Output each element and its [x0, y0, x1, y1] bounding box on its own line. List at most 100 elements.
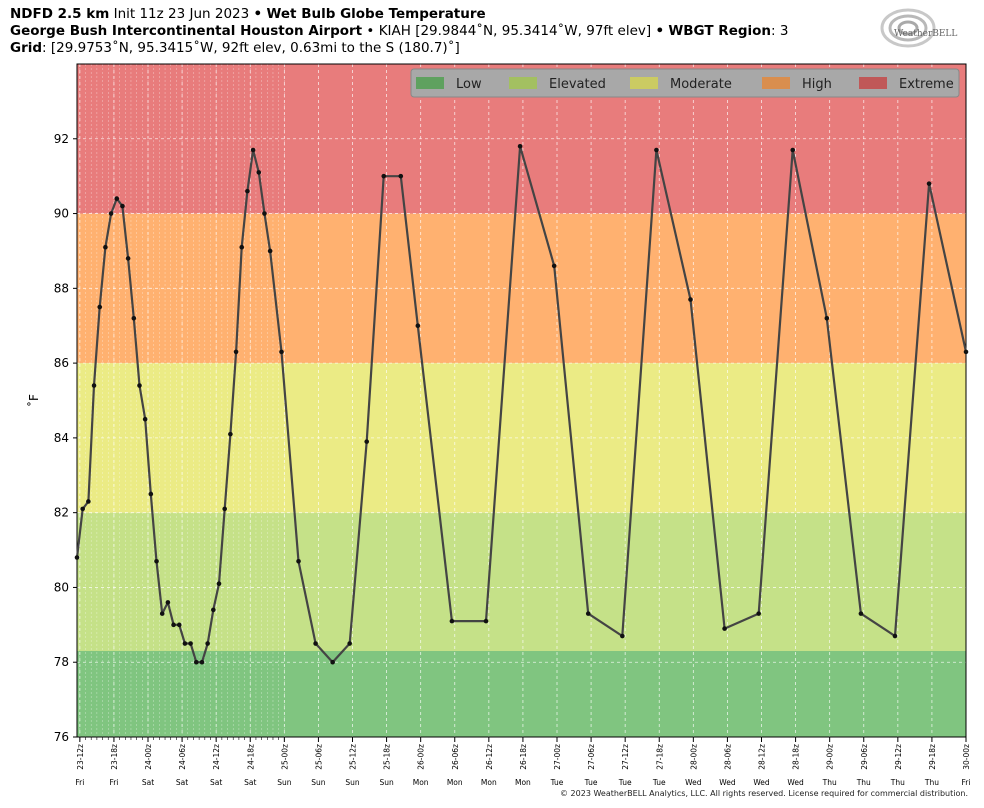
x-day-label: Sat: [210, 778, 222, 787]
data-point: [330, 659, 335, 665]
title-line-1: NDFD 2.5 km Init 11z 23 Jun 2023 • Wet B…: [10, 6, 486, 23]
x-day-label: Fri: [75, 778, 84, 787]
x-day-label: Mon: [481, 778, 497, 787]
x-day-label: Mon: [515, 778, 531, 787]
title-line-2: George Bush Intercontinental Houston Air…: [10, 23, 788, 40]
legend-swatch-extreme: [859, 77, 887, 89]
data-point: [824, 315, 830, 321]
data-point: [654, 147, 659, 153]
x-tick-label: 26-12z: [485, 744, 494, 770]
data-point: [108, 211, 114, 216]
x-day-label: Sun: [311, 778, 326, 787]
legend-box: [410, 68, 960, 98]
weatherbell-logo: WeatherBELL: [880, 8, 957, 48]
data-point: [125, 256, 131, 261]
swirl-logo-icon: [880, 8, 936, 48]
data-point: [159, 611, 165, 616]
x-tick-label: 25-12z: [349, 744, 358, 770]
x-tick-label: 24-00z: [144, 744, 153, 770]
data-point: [551, 263, 557, 269]
logo-text: WeatherBELL: [894, 29, 957, 39]
station-name: George Bush Intercontinental Houston Air…: [10, 23, 363, 39]
x-day-label: Sat: [244, 778, 256, 787]
data-point: [483, 618, 489, 624]
x-tick-label: 29-06z: [860, 744, 869, 770]
separator: •: [655, 23, 665, 39]
x-day-label: Thu: [856, 778, 871, 787]
data-point: [585, 611, 591, 616]
x-tick-label: 23-12z: [76, 744, 85, 770]
y-tick-label: 90: [54, 207, 69, 221]
x-day-label: Tue: [652, 778, 666, 787]
chart-legend: Low Elevated Moderate High Extreme: [410, 68, 960, 98]
init-time: Init 11z 23 Jun 2023: [113, 6, 250, 22]
x-day-label: Sun: [379, 778, 394, 787]
data-point: [165, 600, 171, 605]
data-point: [233, 349, 239, 355]
data-point: [86, 499, 91, 504]
data-point: [347, 641, 352, 646]
model-name: NDFD 2.5 km: [10, 6, 110, 22]
data-point: [245, 188, 250, 194]
y-tick-label: 84: [54, 431, 69, 445]
x-tick-label: 29-00z: [826, 744, 835, 770]
legend-label-moderate: Moderate: [670, 77, 732, 92]
data-point: [279, 349, 284, 355]
region-value: : 3: [771, 23, 789, 39]
x-day-label: Sat: [176, 778, 188, 787]
x-tick-label: 30-00z: [962, 744, 971, 770]
data-point: [114, 196, 120, 201]
product-name: Wet Bulb Globe Temperature: [266, 6, 486, 22]
x-tick-label: 26-00z: [417, 744, 426, 770]
x-day-label: Tue: [618, 778, 632, 787]
y-tick-label: 78: [54, 655, 69, 669]
y-axis-label: ˚F: [26, 394, 41, 407]
data-point: [216, 581, 222, 587]
x-day-label: Thu: [924, 778, 939, 787]
legend-label-elevated: Elevated: [549, 77, 606, 92]
data-point: [892, 633, 898, 639]
x-day-label: Wed: [787, 778, 804, 787]
region-label: WBGT Region: [668, 23, 772, 39]
x-tick-label: 28-06z: [723, 744, 732, 770]
data-point: [120, 203, 125, 209]
data-point: [131, 315, 137, 321]
x-day-label: Tue: [550, 778, 564, 787]
data-point: [97, 304, 103, 310]
data-point: [267, 248, 273, 254]
data-point: [415, 323, 421, 329]
data-point: [137, 383, 142, 388]
x-tick-label: 26-06z: [451, 744, 460, 770]
y-tick-label: 86: [54, 356, 69, 370]
data-point: [313, 641, 318, 646]
x-day-label: Thu: [890, 778, 905, 787]
x-day-label: Wed: [685, 778, 702, 787]
data-point: [148, 491, 154, 497]
data-point: [171, 622, 176, 628]
data-point: [858, 611, 864, 616]
legend-swatch-high: [762, 77, 790, 89]
data-point: [222, 506, 227, 512]
data-point: [398, 173, 404, 179]
x-day-label: Fri: [109, 778, 118, 787]
wbgt-series-line: [75, 145, 968, 664]
x-tick-label: 23-18z: [110, 744, 119, 770]
x-tick-label: 25-18z: [383, 744, 392, 770]
y-tick-label: 76: [54, 730, 69, 744]
copyright-notice: © 2023 WeatherBELL Analytics, LLC. All r…: [560, 789, 968, 798]
data-point: [205, 641, 210, 646]
y-tick-label: 82: [54, 506, 69, 520]
legend-label-extreme: Extreme: [899, 77, 954, 92]
x-tick-label: 27-06z: [587, 744, 596, 770]
x-day-label: Wed: [753, 778, 770, 787]
legend-swatch-low: [416, 77, 444, 89]
data-point: [142, 416, 148, 422]
x-day-label: Tue: [584, 778, 598, 787]
x-tick-label: 27-18z: [655, 744, 664, 770]
data-point: [364, 439, 370, 444]
grid-value: : [29.9753˚N, 95.3415˚W, 92ft elev, 0.63…: [42, 40, 460, 56]
data-point: [250, 147, 256, 153]
data-point: [256, 170, 262, 175]
data-point: [790, 147, 796, 153]
